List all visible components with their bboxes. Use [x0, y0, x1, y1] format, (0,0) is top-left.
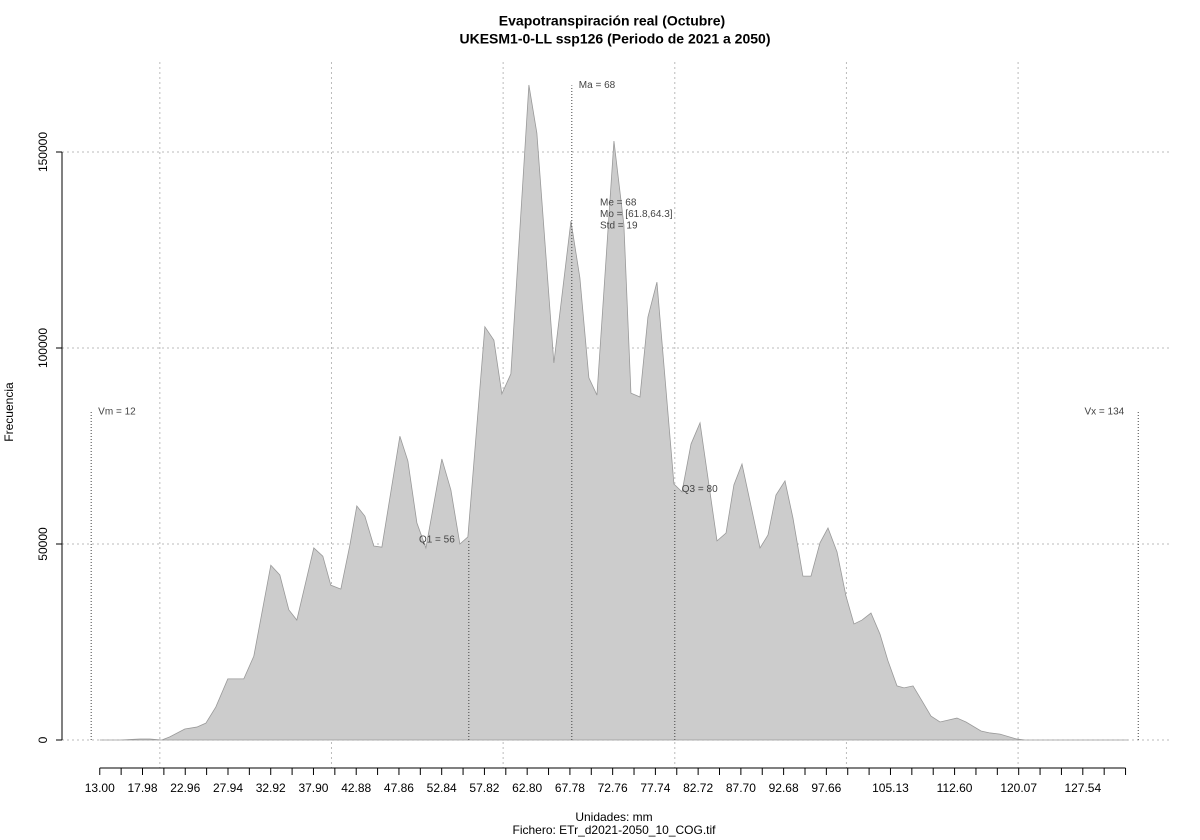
x-axis-label: Unidades: mm [575, 810, 652, 824]
x-tick-label: 57.82 [469, 781, 499, 795]
x-tick-label: 17.98 [127, 781, 157, 795]
y-tick-label: 150000 [36, 132, 50, 172]
x-tick-label: 127.54 [1064, 781, 1101, 795]
x-tick-label: 32.92 [256, 781, 286, 795]
reference-label: Ma = 68 [579, 80, 616, 91]
y-axis-label: Frecuencia [2, 382, 16, 442]
x-tick-label: 42.88 [341, 781, 371, 795]
reference-label: Vx = 134 [1084, 407, 1124, 418]
x-tick-label: 87.70 [726, 781, 756, 795]
x-tick-label: 62.80 [512, 781, 542, 795]
x-tick-label: 82.72 [683, 781, 713, 795]
stat-label: Std = 19 [600, 221, 638, 232]
y-tick-label: 50000 [36, 527, 50, 561]
x-tick-label: 105.13 [872, 781, 909, 795]
area [99, 84, 1129, 741]
x-tick-label: 120.07 [1000, 781, 1037, 795]
chart-title: Evapotranspiración real (Octubre) [499, 13, 725, 29]
x-tick-label: 37.90 [298, 781, 328, 795]
x-tick-label: 77.74 [640, 781, 670, 795]
x-tick-label: 22.96 [170, 781, 200, 795]
x-tick-label: 52.84 [427, 781, 457, 795]
x-tick-label: 112.60 [937, 781, 973, 795]
y-tick-label: 0 [36, 736, 50, 743]
stat-label: Me = 68 [600, 198, 637, 209]
x-tick-label: 67.78 [555, 781, 585, 795]
chart-subtitle: UKESM1-0-LL ssp126 (Periodo de 2021 a 20… [460, 31, 771, 47]
y-tick-label: 100000 [36, 328, 50, 368]
reference-label: Q3 = 80 [682, 484, 718, 495]
caption: Fichero: ETr_d2021-2050_10_COG.tif [513, 823, 717, 837]
x-tick-label: 72.76 [598, 781, 628, 795]
x-tick-label: 13.00 [85, 781, 115, 795]
reference-label: Q1 = 56 [419, 535, 455, 546]
x-tick-label: 47.86 [384, 781, 414, 795]
x-tick-label: 97.66 [811, 781, 841, 795]
x-tick-label: 92.68 [769, 781, 799, 795]
x-tick-label: 27.94 [213, 781, 243, 795]
stat-label: Mo = [61.8,64.3] [600, 209, 673, 220]
reference-label: Vm = 12 [98, 407, 136, 418]
